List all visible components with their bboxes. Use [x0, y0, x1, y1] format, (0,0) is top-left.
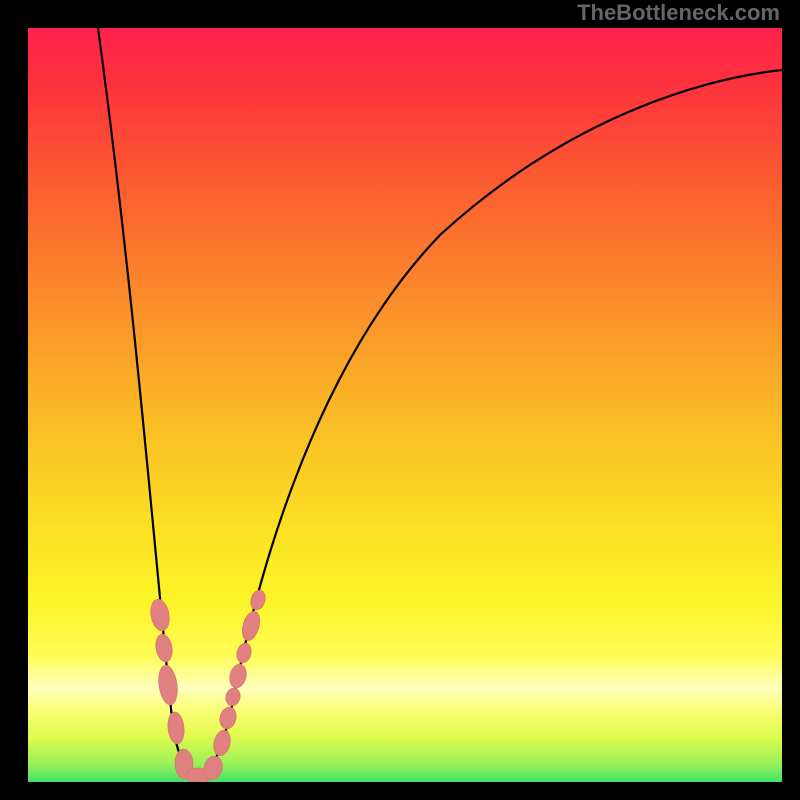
marker-point: [148, 598, 171, 633]
marker-point: [156, 664, 179, 706]
marker-point: [224, 687, 242, 708]
bottleneck-curve: [0, 0, 800, 800]
curve-markers: [148, 588, 267, 784]
marker-point: [211, 728, 233, 757]
marker-point: [235, 642, 254, 665]
marker-point: [239, 609, 263, 642]
marker-point: [154, 633, 175, 663]
watermark-text: TheBottleneck.com: [577, 0, 780, 26]
chart-container: TheBottleneck.com: [0, 0, 800, 800]
curve-left-branch: [98, 28, 198, 776]
marker-point: [218, 705, 239, 730]
curve-right-branch: [198, 70, 782, 776]
marker-point: [248, 588, 267, 611]
marker-point: [166, 711, 185, 744]
marker-point: [227, 662, 248, 689]
